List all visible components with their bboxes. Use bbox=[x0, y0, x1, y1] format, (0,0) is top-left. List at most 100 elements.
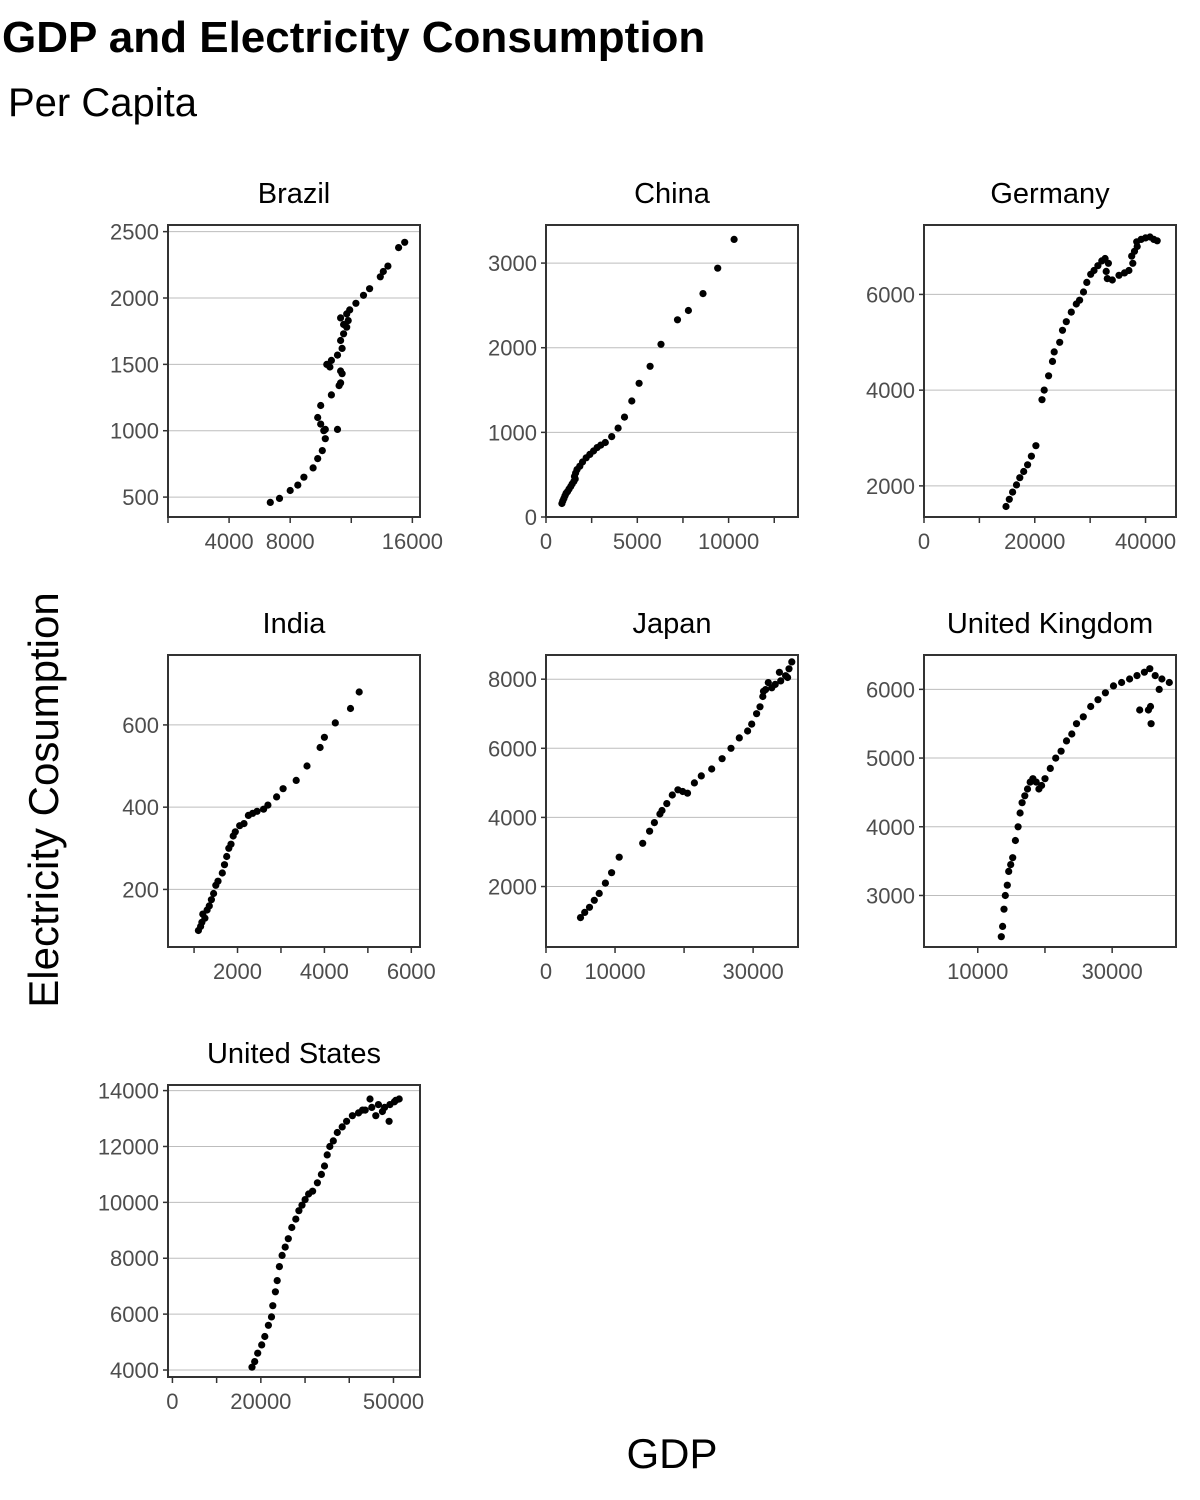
x-tick-label: 4000 bbox=[205, 529, 254, 554]
data-point bbox=[366, 1095, 374, 1103]
data-point bbox=[1016, 809, 1024, 817]
data-point bbox=[352, 299, 360, 307]
data-point bbox=[730, 235, 738, 243]
data-point bbox=[374, 1101, 382, 1109]
y-tick-label: 10000 bbox=[98, 1190, 159, 1215]
x-tick-label: 10000 bbox=[584, 959, 645, 984]
data-point bbox=[714, 264, 722, 272]
data-point bbox=[1133, 672, 1141, 680]
data-point bbox=[1001, 891, 1009, 900]
data-point bbox=[608, 869, 616, 877]
y-tick-label: 4000 bbox=[488, 805, 537, 830]
data-point bbox=[309, 1187, 317, 1195]
y-tick-label: 2000 bbox=[488, 336, 537, 361]
data-point bbox=[292, 776, 300, 785]
y-tick-label: 500 bbox=[122, 485, 159, 510]
data-point bbox=[298, 1201, 306, 1209]
data-point bbox=[1038, 781, 1046, 790]
panel-border bbox=[923, 654, 1177, 948]
data-point bbox=[1023, 785, 1032, 793]
data-point bbox=[1133, 238, 1141, 246]
data-point bbox=[1104, 259, 1112, 267]
data-point bbox=[314, 413, 322, 422]
data-point bbox=[337, 314, 345, 322]
data-point bbox=[1009, 854, 1017, 862]
data-point bbox=[1067, 308, 1075, 316]
data-point bbox=[1146, 665, 1154, 673]
data-point bbox=[777, 677, 785, 685]
data-point bbox=[253, 807, 261, 815]
data-point bbox=[401, 238, 409, 246]
data-point bbox=[775, 668, 784, 676]
facet-label: United Kingdom bbox=[947, 608, 1153, 640]
data-point bbox=[1062, 318, 1070, 326]
data-point bbox=[1009, 488, 1017, 496]
data-point bbox=[615, 853, 623, 861]
y-tick-label: 4000 bbox=[110, 1358, 159, 1383]
data-point bbox=[999, 922, 1007, 931]
facet-panel-brazil: Brazil 500 1000 1500 2000 2500 4000 8000 16000 bbox=[110, 178, 443, 554]
data-point bbox=[309, 464, 317, 472]
data-point bbox=[317, 401, 325, 410]
data-point bbox=[346, 704, 355, 713]
data-point bbox=[1129, 259, 1137, 267]
data-point bbox=[663, 800, 671, 808]
data-point bbox=[321, 435, 329, 443]
facet-panel-china: China 0 1000 2000 3000 0 5000 10000 bbox=[488, 178, 799, 554]
data-point bbox=[227, 840, 235, 848]
x-tick-label: 20000 bbox=[230, 1389, 291, 1414]
data-point bbox=[316, 743, 324, 752]
data-point bbox=[683, 789, 692, 797]
panel-border bbox=[167, 224, 421, 518]
data-point bbox=[264, 801, 272, 809]
y-axis-title: Electricity Cosumption bbox=[20, 592, 67, 1007]
x-axis-title: GDP bbox=[626, 1430, 717, 1477]
data-point bbox=[329, 1137, 337, 1145]
data-point bbox=[646, 362, 654, 370]
data-point bbox=[718, 755, 726, 763]
y-tick-label: 4000 bbox=[866, 815, 915, 840]
data-point bbox=[1094, 262, 1102, 270]
data-point bbox=[346, 306, 354, 314]
x-tick-label: 50000 bbox=[363, 1389, 424, 1414]
facet-label: Germany bbox=[990, 178, 1110, 210]
y-tick-label: 2500 bbox=[110, 220, 159, 245]
data-point bbox=[281, 1243, 289, 1251]
data-point bbox=[313, 1179, 321, 1187]
y-tick-label: 2000 bbox=[110, 286, 159, 311]
data-point bbox=[635, 379, 643, 387]
data-point bbox=[699, 290, 707, 298]
x-tick-label: 4000 bbox=[300, 959, 349, 984]
facet-panel-united-kingdom: United Kingdom 3000 4000 5000 6000 10000 30000 bbox=[866, 608, 1177, 984]
data-point bbox=[744, 727, 752, 735]
data-point bbox=[1101, 689, 1109, 697]
data-point bbox=[359, 291, 368, 299]
data-point bbox=[294, 481, 302, 489]
data-point bbox=[366, 285, 374, 293]
y-tick-label: 12000 bbox=[98, 1134, 159, 1159]
y-tick-label: 3000 bbox=[488, 251, 537, 276]
x-tick-label: 0 bbox=[540, 959, 552, 984]
data-point bbox=[254, 1349, 262, 1357]
data-point bbox=[320, 733, 328, 741]
x-tick-label: 0 bbox=[918, 529, 930, 554]
data-point bbox=[735, 734, 743, 742]
data-point bbox=[639, 839, 647, 847]
data-point bbox=[1046, 764, 1054, 773]
data-point bbox=[205, 902, 213, 910]
data-point bbox=[658, 806, 666, 815]
data-point bbox=[1003, 881, 1011, 889]
chart-subtitle: Per Capita bbox=[8, 81, 198, 125]
data-point bbox=[318, 447, 326, 455]
facet-label: Japan bbox=[632, 608, 711, 640]
chart-title: GDP and Electricity Consumption bbox=[2, 13, 705, 62]
y-tick-label: 6000 bbox=[866, 677, 915, 702]
data-point bbox=[338, 344, 346, 352]
data-point bbox=[269, 1302, 277, 1310]
data-point bbox=[1014, 823, 1022, 831]
y-tick-label: 4000 bbox=[866, 378, 915, 403]
data-point bbox=[1040, 386, 1048, 394]
data-point bbox=[1021, 792, 1029, 800]
x-tick-label: 30000 bbox=[1082, 959, 1143, 984]
